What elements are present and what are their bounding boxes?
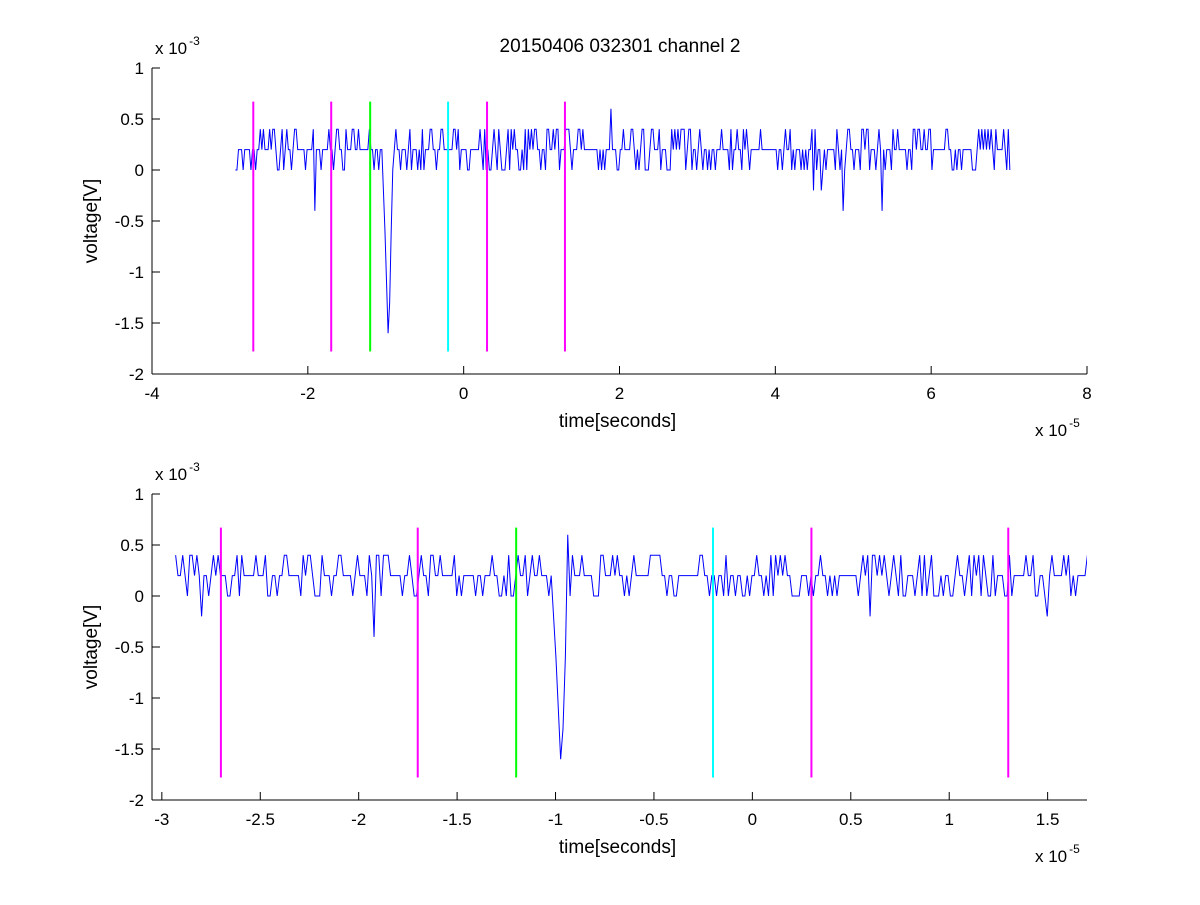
y-tick-label: -1 xyxy=(129,263,144,282)
x-tick-label: 0 xyxy=(748,810,757,829)
y-tick-label: -2 xyxy=(129,365,144,384)
x-tick-label: -2 xyxy=(351,810,366,829)
figure-title: 20150406 032301 channel 2 xyxy=(500,36,741,57)
x-tick-label: -3 xyxy=(154,810,169,829)
x-tick-label: 1.5 xyxy=(1036,810,1060,829)
x-axis-exponent: x 10 -5 xyxy=(1035,416,1080,440)
x-tick-label: -2 xyxy=(300,384,315,403)
x-tick-label: 0 xyxy=(459,384,468,403)
y-tick-label: -1.5 xyxy=(115,314,144,333)
y-tick-label: -1 xyxy=(129,689,144,708)
y-axis-exponent: x 10 -3 xyxy=(155,460,200,484)
y-axis-exponent: x 10 -3 xyxy=(155,34,200,58)
x-tick-label: -1 xyxy=(548,810,563,829)
x-tick-label: -0.5 xyxy=(639,810,668,829)
x-tick-label: -2.5 xyxy=(246,810,275,829)
y-axis-label: voltage[V] xyxy=(81,179,102,264)
y-tick-label: -0.5 xyxy=(115,212,144,231)
x-tick-label: -4 xyxy=(144,384,159,403)
x-tick-label: 4 xyxy=(771,384,780,403)
y-tick-label: 0 xyxy=(135,161,144,180)
y-tick-label: 0.5 xyxy=(120,110,144,129)
top-plot: -4 -2 0 2 4 6 810.50-0.5-1-1.5-2time[seconds]v… xyxy=(81,34,1092,440)
y-tick-label: 1 xyxy=(135,485,144,504)
x-tick-label: -1.5 xyxy=(442,810,471,829)
x-tick-label: 0.5 xyxy=(839,810,863,829)
x-tick-label: 1 xyxy=(944,810,953,829)
y-tick-label: 0 xyxy=(135,587,144,606)
y-tick-label: -1.5 xyxy=(115,740,144,759)
bottom-plot: -3 -2.5 -2 -1.5 -1 -0.5 0 0.5 1 1.5 1 0.5 0 -0.5 -1 -1.… xyxy=(81,460,1087,866)
y-tick-label: -0.5 xyxy=(115,638,144,657)
signal-series-line xyxy=(235,108,1011,334)
x-tick-label: 6 xyxy=(926,384,935,403)
x-axis-label: time[seconds] xyxy=(559,411,676,432)
y-tick-label: 1 xyxy=(135,59,144,78)
x-axis-exponent: x 10 -5 xyxy=(1035,842,1080,866)
y-axis-label: voltage[V] xyxy=(81,605,102,690)
x-tick-label: 2 xyxy=(615,384,624,403)
signal-series-line xyxy=(175,534,1087,760)
y-tick-label: -2 xyxy=(129,791,144,810)
x-tick-label: 8 xyxy=(1082,384,1091,403)
y-tick-label: 0.5 xyxy=(120,536,144,555)
x-axis-label: time[seconds] xyxy=(559,837,676,858)
